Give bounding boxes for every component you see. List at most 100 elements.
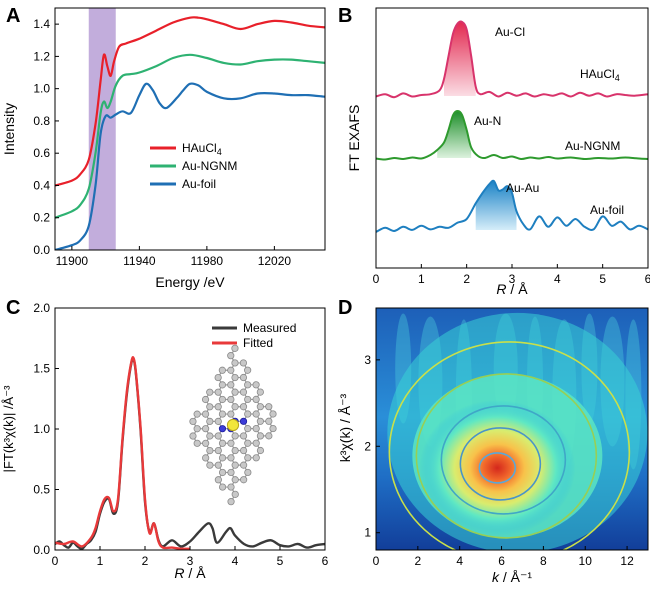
c-ytick-label: 0.0 [33,543,50,557]
series-line-b-2 [376,179,648,233]
series-name-b-main: Au-foil [590,203,624,217]
x-axis-label-d-symbol: k [492,569,500,585]
d-ytick-label: 1 [364,526,371,540]
wavelet-heatmap [387,312,648,550]
c-ytick-label: 1.5 [33,362,50,376]
inset-carbon-atom [193,439,201,447]
inset-carbon-atom [189,432,197,440]
inset-carbon-atom [206,432,214,440]
d-xtick-label: 4 [456,554,463,568]
inset-carbon-atom [206,403,214,411]
inset-carbon-atom [218,395,227,404]
a-ytick-label: 1.0 [33,82,50,96]
inset-carbon-atom [231,432,239,440]
inset-carbon-atom [189,417,197,426]
inset-carbon-atom [227,483,235,491]
inset-carbon-atom [206,461,214,469]
inset-carbon-atom [218,483,227,491]
legend-a: HAuCl4 Au-NGNM Au-foil [150,141,237,191]
inset-carbon-atom [239,432,248,440]
a-ytick-label: 1.4 [33,17,50,31]
inset-carbon-atom [227,468,235,477]
series-name-b-main: HAuCl [580,67,615,81]
a-xtick-label: 11900 [56,254,89,268]
b-xtick-label: 2 [463,272,470,286]
inset-carbon-atom [244,425,252,433]
inset-carbon-atom [252,454,260,462]
b-xtick-label: 5 [599,272,606,286]
inset-carbon-atom [214,446,222,455]
inset-nitrogen-atom [218,425,227,433]
inset-carbon-atom [240,461,248,469]
inset-carbon-atom [231,446,239,455]
inset-carbon-atom [244,439,252,447]
inset-carbon-atom [218,366,226,374]
plot-frame-a [54,7,326,251]
inset-carbon-atom [193,425,201,433]
a-ytick-label: 1.2 [33,49,50,63]
y-axis-label-c: |FT(k³χ(k)| /Å⁻³ [1,385,16,473]
inset-carbon-atom [265,403,273,411]
legend-label-a-main: HAuCl [182,141,217,155]
inset-carbon-atom [265,417,273,425]
inset-carbon-atom [206,417,214,425]
x-axis-label-c-unit: / Å [185,565,207,581]
series-name-b-main: Au-NGNM [565,139,620,153]
inset-carbon-atom [227,395,235,404]
inset-carbon-atom [201,410,210,418]
inset-carbon-atom [239,359,248,367]
c-xtick-label: 1 [97,554,104,568]
legend-label-a-2: Au-foil [182,177,216,191]
b-xtick-label: 1 [418,272,425,286]
a-ytick-label: 0.2 [33,211,50,225]
inset-carbon-atom [202,454,210,462]
peak-label-b-1: Au-N [474,114,501,128]
d-xtick-label: 0 [373,554,380,568]
series-line-a-0 [55,16,325,187]
d-ytick-label: 3 [364,353,371,367]
x-axis-label-b: R / Å [496,281,528,297]
inset-carbon-atom [269,424,277,433]
inset-carbon-atom [231,403,239,411]
inset-carbon-atom [206,388,214,396]
series-line-b-0 [376,20,648,99]
wavelet-contour [388,341,631,550]
a-ytick-label: 0.8 [33,114,50,128]
inset-carbon-atom [227,454,235,462]
a-ytick-label: 0.4 [33,178,50,192]
inset-carbon-atom [227,366,235,374]
x-axis-label-b-unit: / Å [507,281,529,297]
inset-carbon-atom [256,388,264,396]
d-xtick-label: 2 [415,554,422,568]
y-axis-label-b: FT EXAFS [346,105,362,172]
inset-carbon-atom [244,366,252,374]
inset-carbon-atom [239,373,248,382]
panel-label-d: D [338,297,352,319]
inset-carbon-atom [231,373,239,382]
c-xtick-label: 0 [52,554,59,568]
d-xtick-label: 6 [498,554,505,568]
inset-carbon-atom [256,403,264,411]
c-ytick-label: 2.0 [33,301,50,315]
panel-c-fit: 0 1 2 3 4 5 60.00.51.01.52.0 |FT(k³χ(k)| /Å⁻³ … [1,301,329,581]
x-axis-label-c: R / Å [174,565,206,581]
wavelet-contour [459,427,542,501]
c-ytick-label: 0.5 [33,483,50,497]
b-xtick-label: 0 [373,272,380,286]
inset-carbon-atom [256,432,265,440]
inset-carbon-atom [256,417,264,425]
inset-carbon-atom [231,359,239,367]
series-name-b-sub: 4 [615,73,620,83]
d-xtick-label: 12 [620,554,634,568]
a-ytick-label: 0.6 [33,146,50,160]
inset-carbon-atom [218,439,227,447]
inset-carbon-atom [218,410,227,418]
inset-carbon-atom [218,381,226,389]
c-xtick-label: 3 [187,554,194,568]
panel-a-xanes: 11900 11940 11980 12020 0.0 0.2 0.4 0.6 0.8 1.0 1.… [1,7,326,290]
d-ytick-label: 2 [364,439,371,453]
legend-label-a-1: Au-NGNM [182,159,237,173]
inset-carbon-atom [231,388,239,396]
